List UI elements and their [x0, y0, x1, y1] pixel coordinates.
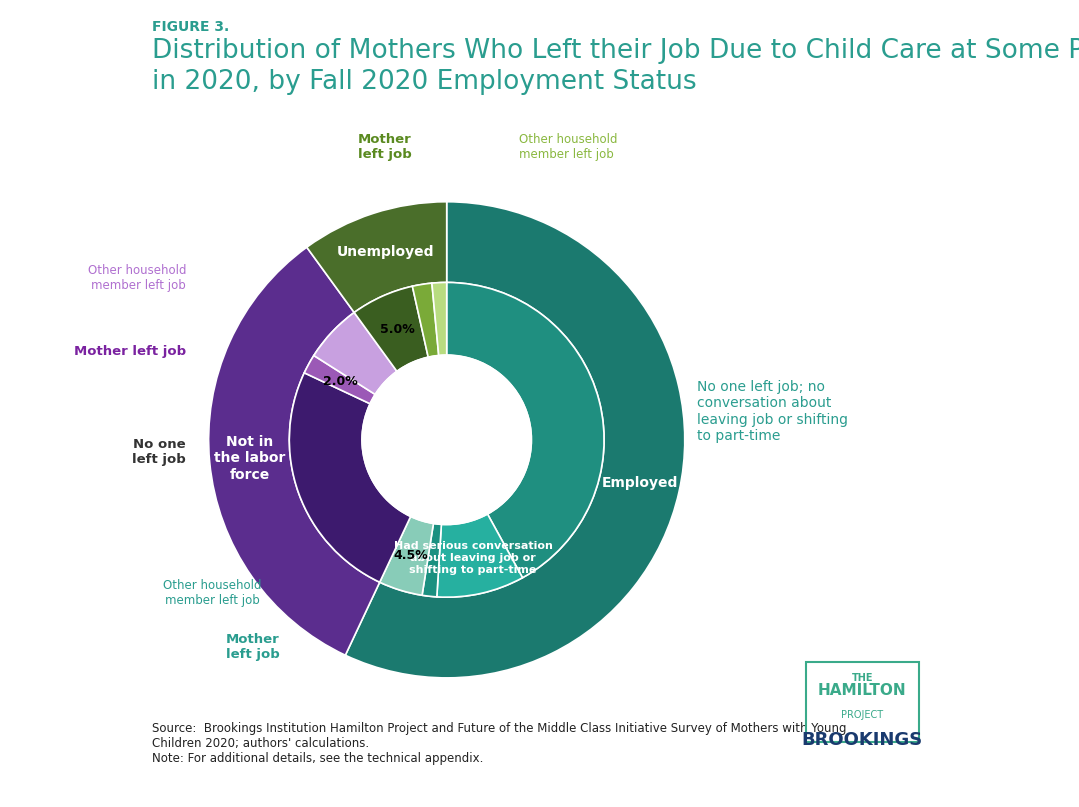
Wedge shape [447, 282, 604, 578]
Text: Other household
member left job: Other household member left job [519, 133, 618, 161]
Wedge shape [380, 516, 434, 596]
Text: Unemployed: Unemployed [337, 245, 435, 259]
Text: THE: THE [851, 673, 873, 683]
Wedge shape [314, 312, 397, 395]
Text: Mother
left job: Mother left job [357, 133, 411, 161]
Wedge shape [412, 283, 439, 358]
Text: Other household
member left job: Other household member left job [87, 265, 186, 292]
Wedge shape [437, 514, 522, 597]
Text: Had serious conversation
about leaving job or
shifting to part-time: Had serious conversation about leaving j… [394, 541, 552, 575]
Text: No one left job; no
conversation about
leaving job or shifting
to part-time: No one left job; no conversation about l… [697, 380, 848, 443]
Wedge shape [422, 524, 441, 597]
Text: HAMILTON: HAMILTON [818, 683, 906, 698]
Text: Distribution of Mothers Who Left their Job Due to Child Care at Some Point
in 20: Distribution of Mothers Who Left their J… [152, 38, 1079, 95]
Text: 5.0%: 5.0% [380, 323, 414, 336]
Text: No one
left job: No one left job [133, 438, 186, 466]
Text: Other household
member left job: Other household member left job [163, 579, 262, 607]
Wedge shape [208, 247, 380, 655]
Text: PROJECT: PROJECT [842, 710, 884, 720]
Wedge shape [304, 356, 375, 404]
Text: FIGURE 3.: FIGURE 3. [152, 20, 230, 34]
Wedge shape [354, 286, 428, 371]
Wedge shape [345, 202, 685, 678]
Text: 4.5%: 4.5% [394, 549, 428, 562]
Wedge shape [306, 202, 447, 312]
Wedge shape [289, 373, 411, 582]
Text: Mother left job: Mother left job [73, 345, 186, 358]
Text: Employed: Employed [601, 476, 678, 490]
Text: Not in
the labor
force: Not in the labor force [214, 435, 286, 482]
Wedge shape [432, 282, 447, 355]
Text: Source:  Brookings Institution Hamilton Project and Future of the Middle Class I: Source: Brookings Institution Hamilton P… [152, 722, 847, 765]
Text: Mother
left job: Mother left job [227, 633, 279, 662]
Circle shape [361, 355, 532, 525]
Text: 2.0%: 2.0% [324, 375, 358, 388]
Text: BROOKINGS: BROOKINGS [802, 731, 923, 749]
